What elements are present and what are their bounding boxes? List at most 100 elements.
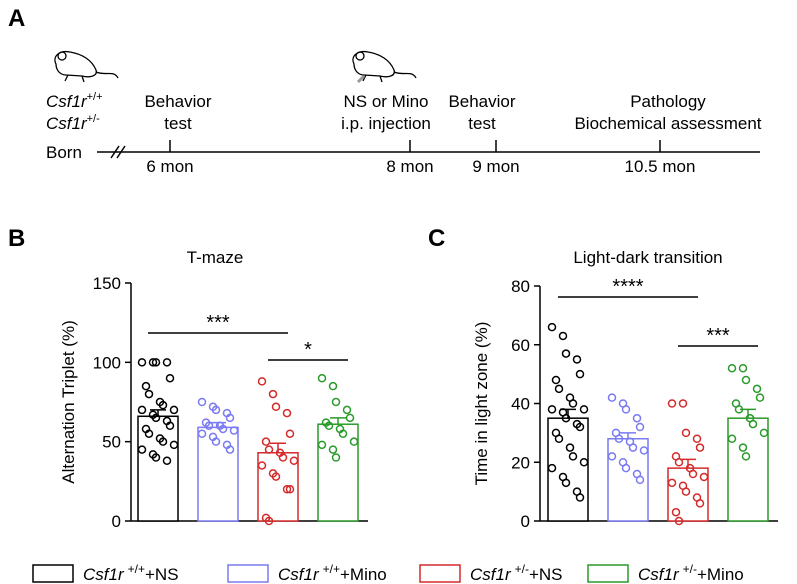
y-tick-label: 0 <box>112 512 121 531</box>
data-point <box>137 405 147 415</box>
data-point <box>264 445 274 454</box>
data-point <box>342 405 352 415</box>
data-point <box>565 443 575 452</box>
data-point <box>261 437 271 446</box>
data-point <box>621 405 631 414</box>
data-point <box>607 393 617 402</box>
panel-label: B <box>8 225 25 252</box>
data-point <box>738 364 748 373</box>
event-label: test <box>468 114 496 133</box>
treatment: +NS <box>145 565 179 584</box>
bar <box>607 438 649 522</box>
data-point <box>197 397 207 407</box>
data-point <box>759 428 769 438</box>
data-point <box>628 443 638 452</box>
data-point <box>695 499 705 508</box>
data-point <box>752 384 762 394</box>
data-point <box>257 461 267 470</box>
mouse-icon <box>54 50 119 83</box>
legend-label: Csf1r +/++NS <box>83 562 179 584</box>
data-point <box>268 389 278 399</box>
data-point <box>547 405 557 414</box>
treatment: +NS <box>529 565 563 584</box>
gene: Csf1r <box>83 565 125 584</box>
data-point <box>144 389 154 399</box>
data-point <box>727 434 737 443</box>
bar <box>197 426 239 522</box>
legend-swatch <box>227 564 269 583</box>
data-point <box>264 516 274 526</box>
legend-swatch <box>587 564 629 583</box>
gene: Csf1r <box>278 565 320 584</box>
data-point <box>158 437 168 446</box>
time-label: 10.5 mon <box>625 157 696 176</box>
legend-label: Csf1r +/++Mino <box>278 562 387 584</box>
panel-label: C <box>428 225 445 252</box>
data-point <box>635 475 645 485</box>
data-point <box>678 399 688 408</box>
significance-label: * <box>304 339 312 361</box>
y-tick-label: 40 <box>511 395 530 414</box>
data-point <box>674 458 684 467</box>
y-tick-label: 100 <box>93 353 121 372</box>
data-point <box>561 478 571 488</box>
data-point <box>317 373 327 383</box>
bar <box>137 415 179 522</box>
event-label: i.p. injection <box>341 114 431 133</box>
data-point <box>225 413 235 423</box>
significance-label: **** <box>612 276 643 298</box>
data-point <box>169 440 179 450</box>
data-point <box>285 485 295 494</box>
data-point <box>282 485 292 494</box>
data-point <box>572 355 582 364</box>
data-point <box>278 453 288 462</box>
data-point <box>165 373 175 383</box>
data-point <box>148 358 158 367</box>
data-point <box>579 405 589 414</box>
data-point <box>218 424 228 434</box>
data-point <box>554 384 564 394</box>
data-point <box>554 434 564 443</box>
error-bar <box>330 417 346 425</box>
data-point <box>547 322 557 332</box>
data-point <box>681 487 691 496</box>
gene: Csf1r <box>638 565 680 584</box>
data-point <box>271 402 281 412</box>
data-point <box>144 429 154 438</box>
data-point <box>674 516 684 526</box>
treatment: +Mino <box>340 565 387 584</box>
chart-title: T-maze <box>187 248 244 267</box>
legend-swatch <box>32 564 74 583</box>
data-point <box>681 428 691 438</box>
data-point <box>328 445 338 454</box>
data-point <box>324 421 334 431</box>
data-point <box>667 478 677 488</box>
data-point <box>162 456 172 465</box>
data-point <box>317 440 327 450</box>
data-point <box>165 421 175 431</box>
data-point <box>345 413 355 423</box>
data-point <box>151 453 161 462</box>
data-point <box>289 456 299 465</box>
bar <box>727 417 769 522</box>
data-point <box>225 445 235 454</box>
legend-label: Csf1r +/-+Mino <box>638 562 744 584</box>
data-point <box>692 434 702 443</box>
significance-label: *** <box>206 312 230 334</box>
data-point <box>575 493 585 502</box>
genotype-label: Csf1r+/- <box>46 113 100 133</box>
data-point <box>568 399 578 408</box>
event-label: Behavior <box>144 92 211 111</box>
y-axis-title: Alternation Triplet (%) <box>59 320 78 483</box>
data-point <box>338 429 348 438</box>
treatment: +Mino <box>697 565 744 584</box>
data-point <box>755 393 765 402</box>
legend-swatch <box>419 564 461 583</box>
data-point <box>688 469 698 479</box>
start-label: Born <box>46 143 82 162</box>
y-tick-label: 60 <box>511 336 530 355</box>
data-point <box>558 331 568 341</box>
time-label: 9 mon <box>472 157 519 176</box>
data-point <box>639 446 649 455</box>
